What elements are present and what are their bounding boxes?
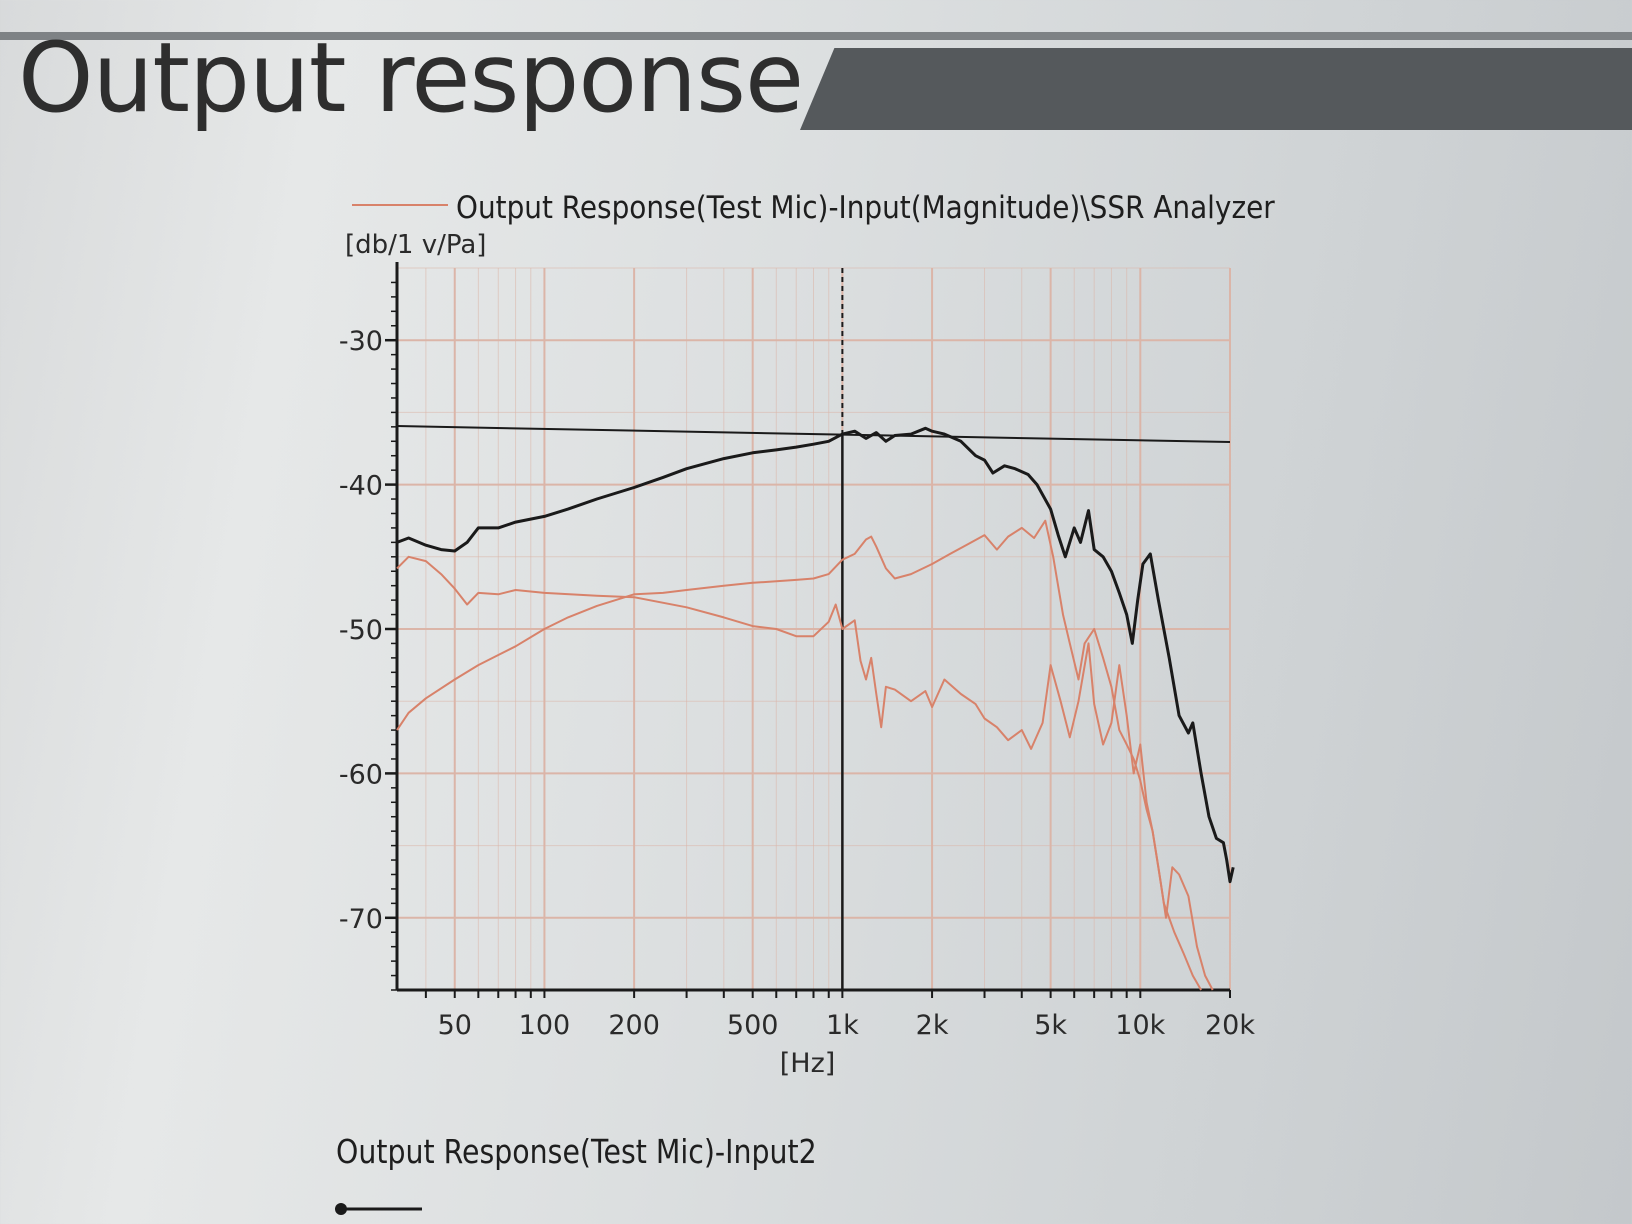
y-tick-label: -30 <box>339 326 383 357</box>
x-tick-label: 50 <box>438 1010 472 1041</box>
y-tick-label: -50 <box>339 615 383 646</box>
series-line-3 <box>396 519 1202 991</box>
y-tick-label: -60 <box>339 759 383 790</box>
title-top-rule <box>0 32 1632 40</box>
series-line-2 <box>396 555 1214 991</box>
x-axis-label: [Hz] <box>780 1048 836 1079</box>
footer-series-marker <box>335 1203 422 1215</box>
x-tick-label: 10k <box>1115 1010 1165 1041</box>
legend-title: Output Response(Test Mic)-Input(Magnitud… <box>456 190 1276 226</box>
cursor-line-horizontal <box>396 425 1231 444</box>
x-tick-label: 2k <box>916 1010 949 1041</box>
x-tick-label: 20k <box>1205 1010 1255 1041</box>
title-banner <box>800 48 1632 130</box>
y-tick-label: -70 <box>339 904 383 935</box>
x-tick-label: 500 <box>727 1010 779 1041</box>
y-tick-label: -40 <box>339 471 383 502</box>
series-line-1 <box>396 426 1235 884</box>
x-tick-label: 100 <box>519 1010 571 1041</box>
x-tick-label: 200 <box>608 1010 660 1041</box>
x-tick-label: 5k <box>1034 1010 1067 1041</box>
x-tick-label: 1k <box>826 1010 859 1041</box>
footer-series-label: Output Response(Test Mic)-Input2 <box>336 1132 817 1171</box>
page-title: Output response <box>18 22 804 134</box>
y-axis-label: [db/1 v/Pa] <box>345 230 486 260</box>
